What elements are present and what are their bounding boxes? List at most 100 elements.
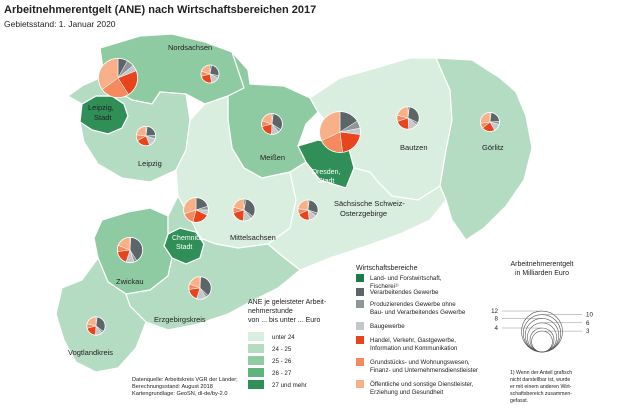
- sector-legend-title: Wirtschaftsbereiche: [356, 265, 418, 272]
- sector-label-6-0: Öffentliche und sonstige Dienstleister,: [370, 381, 474, 388]
- pie-12: [86, 316, 106, 336]
- label-dresden-stadt-2: Stadt: [318, 178, 334, 185]
- region-leipzig: [66, 75, 191, 183]
- footnote: 1) Wenn der Anteil grafisch nicht darste…: [510, 370, 572, 404]
- size-label-3: 6: [586, 320, 590, 327]
- pie-2-outline: [135, 125, 157, 147]
- sector-label-4-1: Information und Kommunikation: [370, 345, 458, 352]
- size-label-0: 12: [491, 308, 498, 315]
- region-label-layer: Nordsachsen Leipzig, Stadt Leipzig Meiße…: [68, 43, 504, 357]
- class-swatch-2: [248, 356, 264, 365]
- pie-9: [183, 197, 209, 223]
- pie-9-outline: [183, 197, 209, 223]
- sector-swatch-6: [356, 380, 364, 388]
- pie-0: [97, 57, 139, 99]
- pie-3-outline: [261, 113, 283, 135]
- label-zwickau: Zwickau: [116, 277, 144, 286]
- size-circle-0: [521, 310, 563, 353]
- size-label-1: 10: [586, 312, 593, 319]
- sector-label-6-1: Erziehung und Gesundheit: [370, 389, 444, 396]
- size-circle-4: [529, 327, 555, 353]
- size-circle-1: [522, 314, 562, 353]
- size-label-2: 8: [495, 315, 499, 322]
- class-swatch-3: [248, 368, 264, 377]
- size-legend: Arbeitnehmerentgelt in Milliarden Euro 1…: [491, 261, 593, 353]
- pie-8-outline: [297, 199, 319, 221]
- label-goerlitz: Görlitz: [482, 143, 504, 152]
- pie-12-outline: [86, 316, 106, 336]
- pie-6: [480, 112, 500, 132]
- sector-label-5-1: Finanz- und Unternehmensdienstleister: [370, 367, 478, 374]
- sector-label-3-0: Baugewerbe: [370, 323, 405, 330]
- class-label-0: unter 24: [272, 334, 295, 341]
- pie-1-outline: [200, 64, 220, 84]
- source-line-2: Berechnungsstand: August 2018: [132, 384, 213, 390]
- region-erzgebirgskreis: [125, 194, 301, 331]
- class-legend-title-3: von ... bis unter ... Euro: [248, 317, 320, 324]
- sector-label-2-1: Bau- und Verarbeitendes Gewerbe: [370, 309, 466, 316]
- pie-6-outline: [480, 112, 500, 132]
- sector-swatch-0: [356, 274, 364, 282]
- label-erzgebirgskreis: Erzgebirgskreis: [154, 315, 206, 324]
- class-label-4: 27 und mehr: [272, 382, 307, 389]
- label-saechsische-schweiz-1: Sächsische Schweiz-: [334, 199, 405, 208]
- size-legend-title-1: Arbeitnehmerentgelt: [510, 261, 573, 268]
- label-chemnitz-stadt-2: Stadt: [176, 244, 192, 251]
- region-vogtlandkreis: [55, 256, 147, 373]
- label-meissen: Meißen: [260, 153, 285, 162]
- pie-10: [116, 236, 144, 264]
- class-swatch-0: [248, 332, 264, 341]
- label-chemnitz-stadt-1: Chemnitz,: [172, 235, 204, 242]
- sector-swatch-4: [356, 336, 364, 344]
- pie-11-outline: [188, 276, 212, 300]
- pie-1: [200, 64, 220, 84]
- footnote-line-1: 1) Wenn der Anteil grafisch: [510, 370, 572, 376]
- label-leipzig-stadt-1: Leipzig,: [88, 103, 114, 112]
- class-swatch-4: [248, 380, 264, 389]
- source-note: Datenquelle: Arbeitskreis VGR der Länder…: [132, 377, 238, 398]
- size-label-5: 3: [586, 328, 590, 335]
- label-saechsische-schweiz-2: Osterzgebirge: [340, 209, 387, 218]
- map-subtitle: Gebietsstand: 1. Januar 2020: [4, 19, 116, 29]
- class-label-2: 25 - 26: [272, 358, 292, 365]
- size-circle-3: [527, 322, 557, 353]
- label-nordsachsen: Nordsachsen: [168, 43, 212, 52]
- source-line-1: Datenquelle: Arbeitskreis VGR der Länder…: [132, 377, 238, 383]
- pie-layer: [86, 57, 500, 336]
- sector-label-1-0: Verarbeitendes Gewerbe: [370, 289, 439, 296]
- pie-4: [319, 111, 361, 153]
- label-leipzig-stadt-2: Stadt: [94, 113, 112, 122]
- pie-0-outline: [97, 57, 139, 99]
- label-bautzen: Bautzen: [400, 143, 428, 152]
- pie-5-outline: [396, 106, 420, 130]
- pie-5: [396, 106, 420, 130]
- class-legend-title-1: ANE je geleisteter Arbeit-: [248, 299, 327, 306]
- size-circle-2: [524, 318, 560, 353]
- map-title: Arbeitnehmerentgelt (ANE) nach Wirtschaf…: [4, 4, 317, 16]
- sector-swatch-5: [356, 358, 364, 366]
- class-legend-title-2: nehmerstunde: [248, 308, 293, 315]
- pie-8: [297, 199, 319, 221]
- class-label-1: 24 - 25: [272, 346, 292, 353]
- pie-3: [261, 113, 283, 135]
- pie-7-outline: [232, 198, 256, 222]
- pie-7: [232, 198, 256, 222]
- pie-4-outline: [319, 111, 361, 153]
- footnote-line-3: er mit einem anderen Wirt-: [510, 384, 572, 390]
- region-goerlitz: [435, 57, 533, 241]
- sector-label-2-0: Produzierendes Gewerbe ohne: [370, 301, 456, 308]
- footnote-line-2: nicht darstellbar ist, wurde: [510, 377, 570, 383]
- size-legend-title-2: in Milliarden Euro: [515, 270, 569, 277]
- sector-legend: Wirtschaftsbereiche Land- und Forstwirts…: [356, 265, 478, 396]
- sector-label-0-1: Fischerei¹⁾: [370, 283, 399, 290]
- class-label-3: 26 - 27: [272, 370, 292, 377]
- size-circle-5: [531, 330, 553, 353]
- sector-label-5-0: Grundstücks- und Wohnungswesen,: [370, 359, 470, 366]
- sector-swatch-2: [356, 300, 364, 308]
- pie-10-outline: [116, 236, 144, 264]
- sector-swatch-3: [356, 322, 364, 330]
- footnote-line-5: gefasst.: [510, 398, 528, 404]
- sector-label-4-0: Handel, Verkehr, Gastgewerbe,: [370, 337, 456, 344]
